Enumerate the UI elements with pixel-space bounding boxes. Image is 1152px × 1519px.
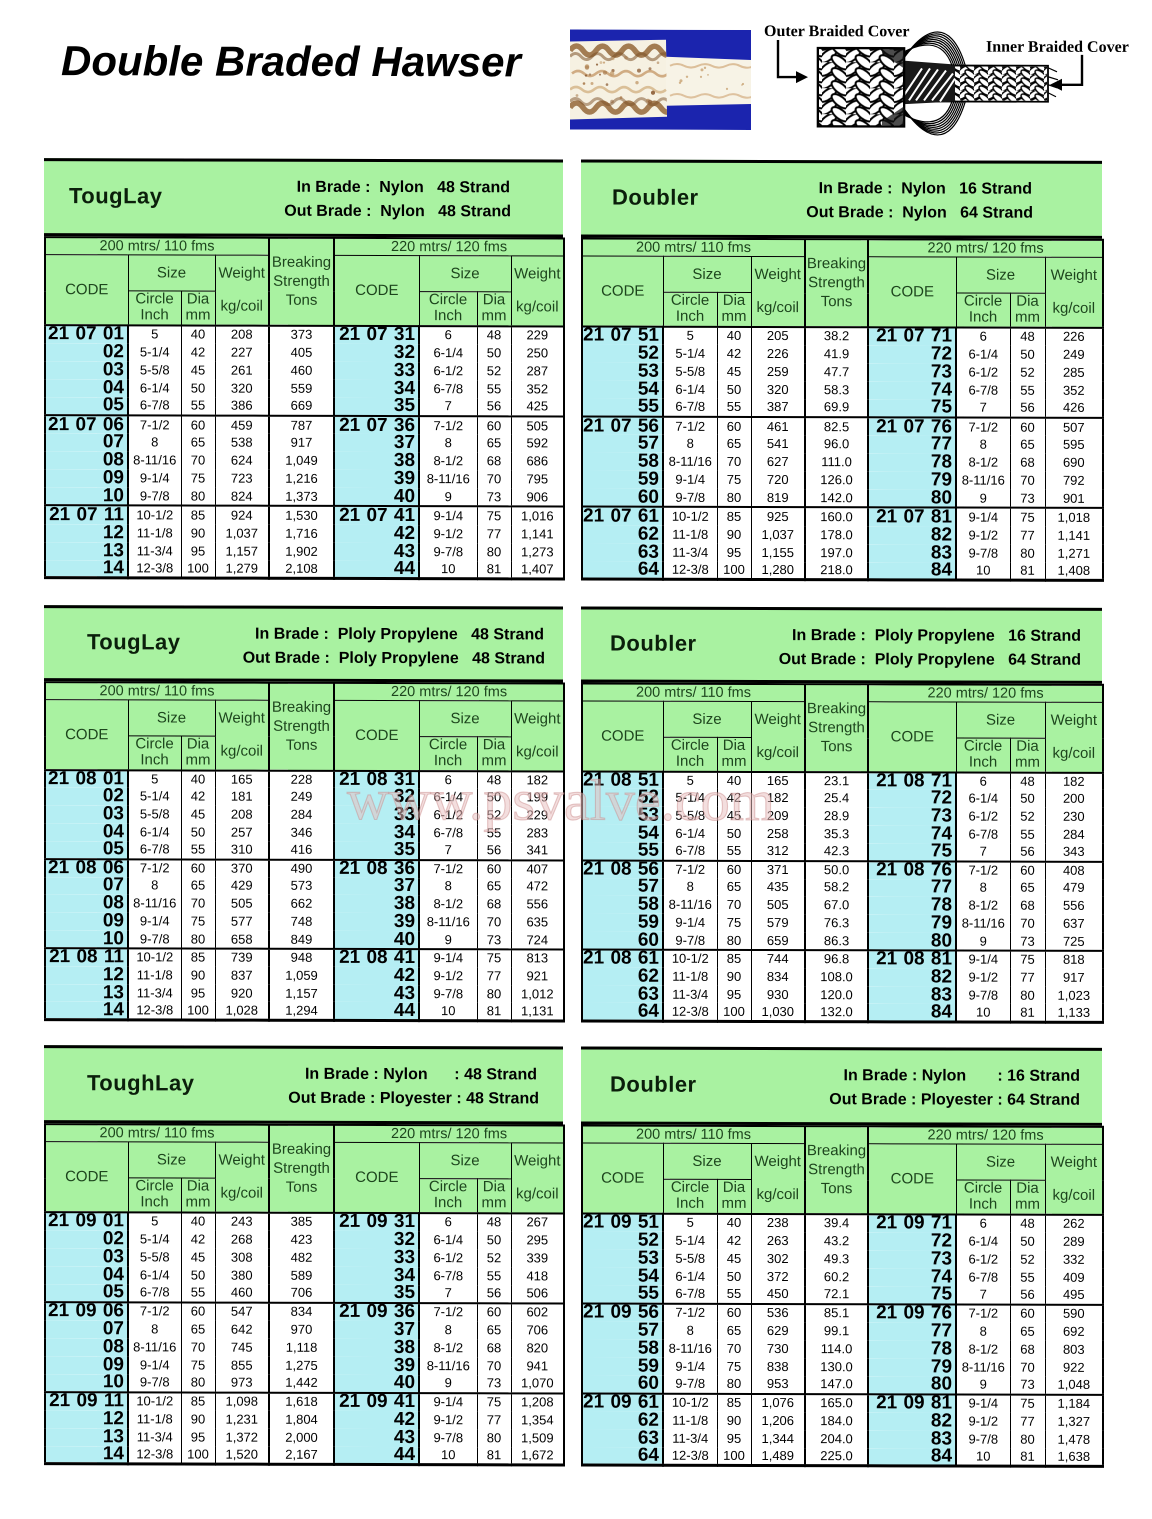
svg-text:Outer Braided Cover: Outer Braided Cover <box>764 23 909 40</box>
svg-text:Inner Braided Cover: Inner Braided Cover <box>986 39 1129 56</box>
